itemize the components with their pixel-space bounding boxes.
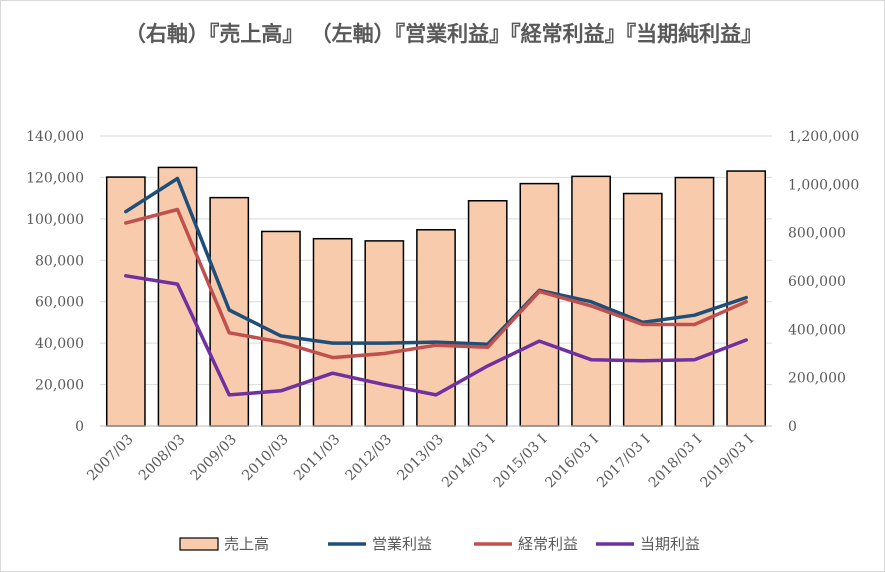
bar: [157, 166, 198, 427]
left-tick-label: 60,000: [35, 295, 84, 311]
right-tick-label: 600,000: [788, 274, 846, 290]
bar: [105, 176, 146, 427]
category-label: 2017/03 I: [594, 432, 653, 491]
left-tick-label: 0: [75, 419, 84, 435]
category-label: 2013/03: [394, 432, 446, 484]
category-label: 2009/03: [188, 432, 240, 484]
series-line: [124, 207, 748, 360]
bar: [726, 170, 767, 427]
category-label: 2015/03 I: [491, 432, 550, 491]
category-label: 2011/03: [291, 432, 343, 484]
chart-title: （右軸）『売上高』 （左軸）『営業利益』『経常利益』『当期純利益』: [124, 22, 763, 46]
category-label: 2014/03 I: [439, 432, 498, 491]
right-tick-label: 1,200,000: [788, 129, 859, 145]
category-label: 2012/03: [343, 432, 395, 484]
left-tick-label: 80,000: [35, 253, 84, 269]
legend-label: 営業利益: [372, 535, 432, 553]
legend-swatch: [179, 537, 219, 551]
bar: [364, 240, 405, 427]
left-tick-label: 40,000: [35, 336, 84, 352]
left-tick-label: 20,000: [35, 378, 84, 394]
category-label: 2019/03 I: [697, 432, 756, 491]
category-label: 2016/03 I: [542, 432, 601, 491]
bar: [467, 200, 508, 427]
category-label: 2007/03: [84, 432, 136, 484]
left-tick-label: 140,000: [26, 129, 84, 145]
category-label: 2008/03: [136, 432, 188, 484]
right-tick-label: 400,000: [788, 322, 846, 338]
category-label: 2010/03: [239, 432, 291, 484]
left-tick-label: 120,000: [26, 170, 84, 186]
bar: [674, 176, 715, 427]
bar: [622, 192, 663, 427]
category-label: 2018/03 I: [646, 432, 705, 491]
bar: [312, 237, 353, 427]
right-tick-label: 0: [788, 419, 797, 435]
series-line: [124, 274, 748, 397]
legend-label: 経常利益: [518, 535, 578, 553]
right-tick-label: 1,000,000: [788, 177, 859, 193]
right-tick-label: 200,000: [788, 371, 846, 387]
series-line: [124, 176, 748, 346]
legend-label: 売上高: [224, 535, 269, 553]
legend-label: 当期利益: [640, 535, 700, 553]
right-tick-label: 800,000: [788, 226, 846, 242]
left-tick-label: 100,000: [26, 212, 84, 228]
